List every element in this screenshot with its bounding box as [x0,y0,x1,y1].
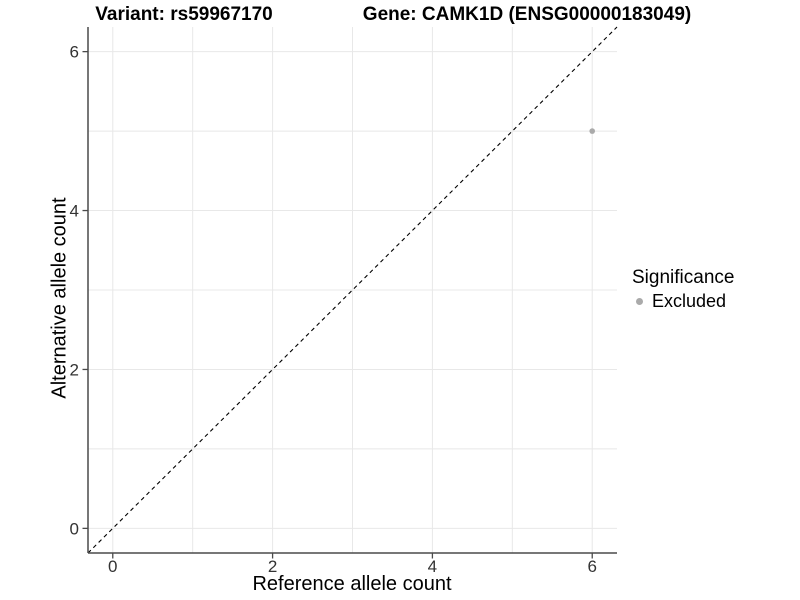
legend-title: Significance [632,267,735,288]
y-tick-label: 0 [70,519,79,538]
legend: Significance Excluded [632,267,734,311]
legend-point-icon [636,297,643,305]
x-tick-label: 4 [428,557,437,576]
y-tick-label: 4 [70,202,79,221]
legend-item-excluded: Excluded [632,291,734,311]
legend-item-label: Excluded [652,291,727,311]
plot-title-variant: Variant: rs59967170 [95,4,273,25]
x-axis-title: Reference allele count [252,573,452,595]
x-tick-label: 0 [108,557,117,576]
plot-title-gene: Gene: CAMK1D (ENSG00000183049) [362,4,692,25]
y-axis-title: Alternative allele count [48,197,71,399]
y-tick-label: 6 [70,43,79,62]
y-tick-label: 2 [70,360,79,379]
x-tick-label: 2 [268,557,277,576]
data-point [589,128,596,134]
x-tick-label: 6 [587,557,596,576]
